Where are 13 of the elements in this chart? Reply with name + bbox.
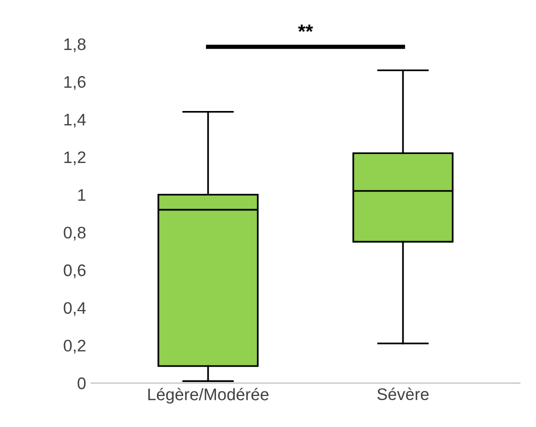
y-tick-label: 0,2 (64, 340, 86, 354)
text: ** (298, 24, 314, 32)
x-tick-label: Sévère (377, 388, 429, 400)
y-tick-label: 1 (78, 189, 86, 201)
y-tick-label: 1,2 (64, 151, 86, 166)
y-tick-label: 0,4 (64, 302, 86, 316)
y-tick-label: 1,4 (64, 114, 86, 128)
y-tick-label: 0 (78, 377, 86, 390)
y-tick-label: 0,6 (64, 264, 86, 278)
y-tick-label: 1,6 (64, 76, 86, 90)
y-tick-label: 1,8 (64, 38, 86, 52)
y-tick-label: 0,8 (64, 226, 86, 241)
x-tick-label: Légère/Modérée (148, 388, 268, 404)
